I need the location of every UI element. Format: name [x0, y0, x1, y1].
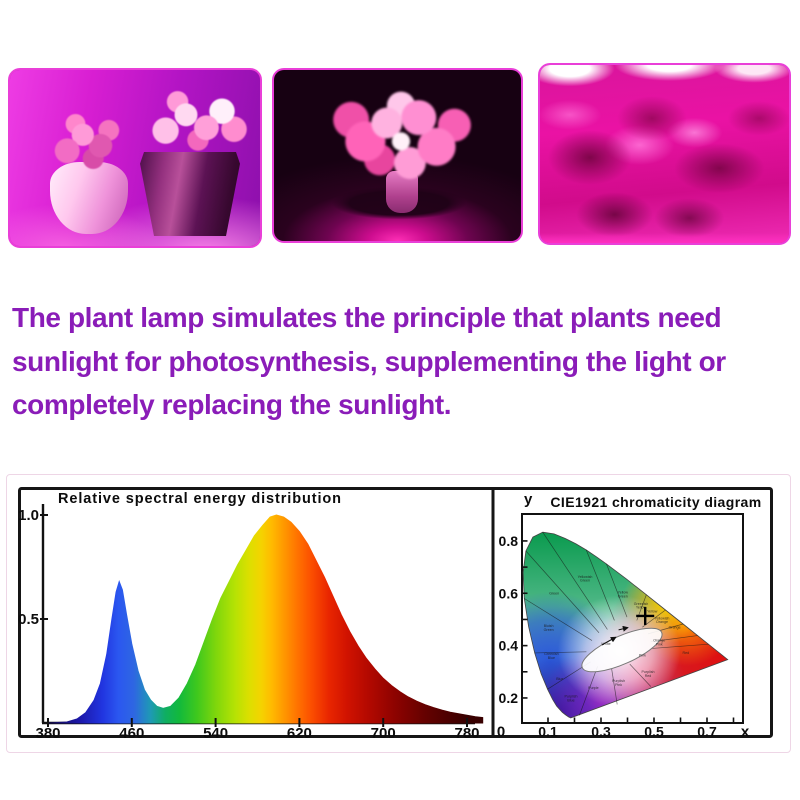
cie-x-tick-label: 0.1	[538, 724, 558, 739]
y-tick-label: 0.5	[18, 611, 39, 628]
cie-y-tick-label: 0.2	[499, 690, 519, 706]
cie-chart-title: CIE1921 chromaticity diagram	[550, 494, 761, 510]
headline-line-1: The plant lamp simulates the principle t…	[12, 302, 722, 333]
cie-region-label: Pink	[639, 653, 646, 657]
y-tick-label: 1.0	[18, 507, 39, 524]
cie-boundary-line	[525, 550, 600, 633]
locus-arrow	[601, 636, 617, 646]
charts-panel: Relative spectral energy distribution CI…	[6, 474, 791, 753]
cie-y-tick-label: 0.8	[499, 533, 519, 549]
cie-region-label: Orange Pink	[653, 639, 665, 647]
cie-region-label: Orange	[669, 625, 681, 629]
cie-region-label: Yellow	[647, 610, 658, 614]
cie-x-tick-label: 0.7	[697, 724, 717, 739]
cie-region-label: Purplish Red	[642, 670, 655, 678]
cie-boundary-line	[611, 668, 618, 705]
cie-horseshoe-layer	[523, 532, 728, 718]
headline-text: The plant lamp simulates the principle t…	[12, 296, 798, 427]
photo-succulents-under-grow-light	[8, 68, 262, 248]
cie-boundary-line	[585, 549, 615, 621]
flower-cluster-shape	[312, 82, 490, 190]
succulent-plant-shape	[36, 106, 140, 170]
succulent-plant-shape	[132, 86, 252, 158]
cie-region-label: Purplish Pink	[612, 679, 625, 687]
cie-boundary-line	[579, 666, 598, 716]
cie-x-axis-letter: x	[741, 724, 750, 739]
photo-flowers-under-grow-light	[272, 68, 523, 243]
charts-outer-border	[18, 487, 773, 738]
cie-region-label: Yellowish Green	[578, 575, 593, 583]
x-tick-label: 620	[287, 725, 312, 738]
spectrum-area	[47, 514, 484, 724]
cie-region-label: Greenish Blue	[544, 652, 559, 660]
cie-region-label: Green	[549, 592, 559, 596]
lettuce-texture	[540, 65, 789, 243]
x-tick-label: 700	[371, 725, 396, 738]
square-pot-shape	[140, 152, 240, 236]
cie-y-tick-label: 0.4	[499, 638, 519, 654]
cie-origin-label: 0	[497, 724, 505, 739]
cie-region-label: Blue	[556, 677, 563, 681]
cie-boundary-line	[524, 598, 593, 641]
cie-region-label: Bluish Green	[544, 624, 554, 632]
x-tick-label: 780	[454, 725, 479, 738]
cie-x-tick-label: 0.3	[591, 724, 611, 739]
cie-boundary-line	[606, 563, 628, 618]
cie-boundary-line	[542, 531, 608, 630]
cie-x-tick-label: 0.5	[644, 724, 664, 739]
x-tick-label: 460	[119, 725, 144, 738]
headline-line-3: completely replacing the sunlight.	[12, 389, 452, 420]
headline-line-2: sunlight for photosynthesis, supplementi…	[12, 345, 726, 377]
x-tick-label: 380	[35, 725, 60, 738]
x-tick-label: 540	[203, 725, 228, 738]
magenta-light-strip	[540, 233, 789, 243]
cie-y-axis-letter: y	[524, 491, 533, 508]
cie-plot-box	[521, 513, 744, 724]
locus-arrow	[618, 625, 629, 632]
cie-boundary-line	[534, 651, 587, 654]
cie-boundary-line	[629, 663, 652, 687]
cie-boundary-line	[652, 643, 709, 649]
chart-dynamic-layer: 380 460 540 620 700 780 1.0 0.5 Yellowish Green Gr…	[18, 491, 750, 738]
cie-region-label: Greenish Yellow	[634, 602, 649, 610]
spectral-chart-title: Relative spectral energy distribution	[58, 491, 342, 507]
cie-region-label: Yellowish Orange	[655, 616, 670, 624]
cie-region-label: Yellow Green	[618, 591, 629, 599]
cie-region-label: Purplish Blue	[565, 695, 578, 703]
cie-region-label: White	[601, 642, 610, 646]
cie-locus-outline	[522, 531, 729, 719]
cie-region-label: Purple	[588, 686, 598, 690]
cie-region-label: Red	[683, 651, 690, 655]
charts-canvas: Relative spectral energy distribution CI…	[18, 487, 773, 738]
round-pot-shape	[50, 162, 128, 234]
cie-y-tick-label: 0.6	[499, 585, 519, 601]
photo-lettuce-under-grow-light	[538, 63, 791, 245]
